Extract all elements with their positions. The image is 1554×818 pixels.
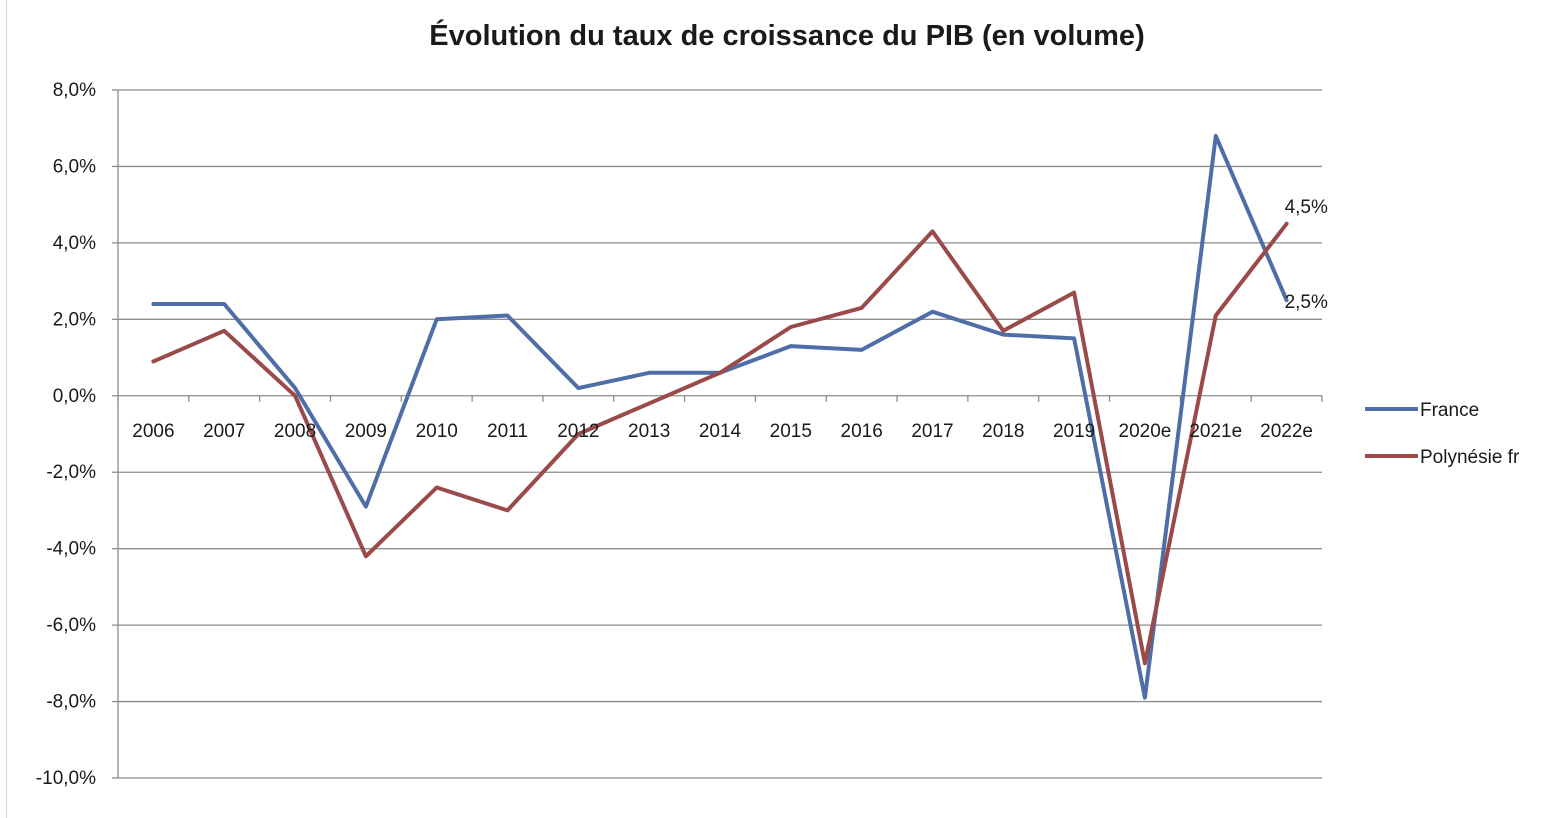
- x-tick-label: 2012: [557, 421, 599, 442]
- data-label: 4,5%: [1285, 197, 1328, 218]
- x-tick-label: 2022e: [1260, 421, 1313, 442]
- x-tick-label: 2016: [841, 421, 883, 442]
- y-tick-label: 8,0%: [53, 80, 96, 101]
- legend: France Polynésie fr: [1365, 400, 1520, 468]
- x-axis-labels: 2006 2007 2008 2009 2010 2011 2012 2013 2014 2015…: [132, 421, 1313, 442]
- series-line-france: [151, 133, 1289, 700]
- x-tick-label: 2018: [982, 421, 1024, 442]
- y-tick-label: 0,0%: [53, 386, 96, 407]
- x-axis: [117, 90, 1323, 778]
- x-tick-label: 2021e: [1189, 421, 1242, 442]
- x-tick-label: 2017: [911, 421, 953, 442]
- y-axis-ticks: 8,0% 6,0% 4,0% 2,0% 0,0% -2,0% -4,0% -6,0% -8,0%…: [36, 80, 96, 789]
- y-tick-label: 6,0%: [53, 156, 96, 177]
- x-tick-label: 2014: [699, 421, 742, 442]
- chart-title: Évolution du taux de croissance du PIB (…: [429, 18, 1144, 52]
- x-tick-label: 2015: [770, 421, 812, 442]
- frame-border: [6, 0, 7, 818]
- y-tick-label: -2,0%: [46, 462, 96, 483]
- y-tick-label: -8,0%: [46, 692, 96, 713]
- x-tick-label: 2020e: [1119, 421, 1172, 442]
- x-tick-label: 2011: [487, 421, 528, 442]
- series-lines: [151, 133, 1289, 700]
- data-label: 2,5%: [1285, 292, 1328, 313]
- series-line-polyn-sie-fr: [151, 221, 1289, 666]
- y-tick-label: -10,0%: [36, 768, 96, 789]
- x-tick-label: 2019: [1053, 421, 1095, 442]
- x-tick-label: 2007: [203, 421, 245, 442]
- x-tick-label: 2006: [132, 421, 174, 442]
- y-tick-label: -6,0%: [46, 615, 96, 636]
- x-tick-label: 2009: [345, 421, 387, 442]
- x-tick-label: 2008: [274, 421, 316, 442]
- legend-label: France: [1420, 400, 1479, 421]
- x-tick-label: 2013: [628, 421, 670, 442]
- x-tick-label: 2010: [416, 421, 458, 442]
- y-tick-label: -4,0%: [46, 539, 96, 560]
- y-tick-label: 2,0%: [53, 309, 96, 330]
- data-annotations: 4,5% 2,5%: [1285, 197, 1328, 313]
- y-tick-label: 4,0%: [53, 233, 96, 254]
- legend-label: Polynésie fr: [1420, 447, 1520, 468]
